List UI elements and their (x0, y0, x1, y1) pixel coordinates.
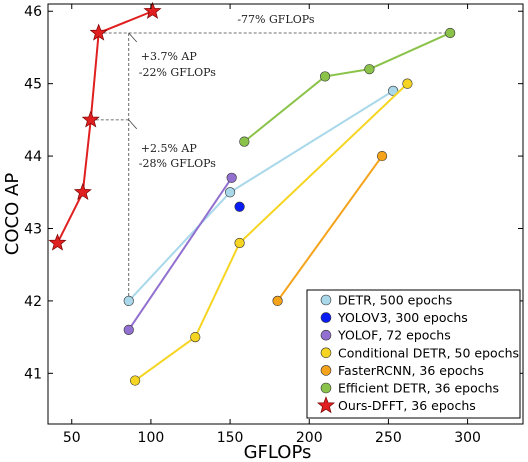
data-point (445, 27, 456, 39)
annotation-texts: -77% GFLOPs +3.7% AP -22% GFLOPs +2.5% AP -2… (139, 13, 315, 170)
data-point (89, 23, 108, 41)
annotation-label: +3.7% AP (141, 50, 198, 63)
x-tick-label: 250 (375, 430, 402, 446)
legend-box (306, 289, 521, 419)
legend-item-0: DETR, 500 epochs (320, 293, 452, 308)
series-1 (234, 201, 245, 212)
data-point (319, 71, 331, 82)
series-5 (239, 27, 456, 147)
legend-item-4: FasterRCNN, 36 epochs (320, 363, 484, 378)
y-tick-label: 42 (24, 294, 42, 310)
annotation-lines (90, 32, 451, 301)
y-tick-label: 43 (24, 221, 42, 237)
y-tick-label: 45 (24, 77, 42, 93)
y-tick-label: 41 (24, 366, 42, 382)
series-layer (48, 1, 456, 386)
data-point (226, 172, 237, 183)
series-3 (129, 78, 413, 386)
legend-label: DETR, 500 epochs (338, 293, 452, 308)
data-point (123, 324, 134, 335)
y-tick-label: 44 (24, 149, 42, 165)
bracket-tick-mid (128, 119, 138, 130)
data-point (73, 182, 92, 200)
annotation-label: -28% GFLOPs (139, 157, 217, 170)
annotation-label: -77% GFLOPs (237, 13, 315, 26)
data-point (272, 295, 283, 306)
legend-item-3: Conditional DETR, 50 epochs (320, 345, 519, 360)
data-point (239, 136, 250, 147)
data-point (388, 85, 399, 96)
series-line-4 (276, 155, 383, 302)
legend-label: Efficient DETR, 36 epochs (338, 381, 499, 396)
annotation-label: -22% GFLOPs (139, 66, 217, 79)
legend-marker (320, 347, 332, 359)
data-point (224, 187, 236, 198)
legend-marker (320, 382, 332, 394)
series-2 (123, 172, 237, 335)
legend-item-2: YOLOF, 72 epochs (320, 328, 451, 343)
legend-item-5: Efficient DETR, 36 epochs (320, 381, 499, 396)
data-point (143, 1, 162, 19)
legend-marker (320, 365, 332, 376)
legend-label: YOLOF, 72 epochs (337, 328, 451, 343)
series-6 (48, 1, 162, 251)
legend-label: Conditional DETR, 50 epochs (338, 345, 519, 360)
series-line-5 (243, 32, 451, 143)
data-point (48, 233, 67, 251)
x-tick-label: 50 (63, 430, 81, 446)
data-point (129, 375, 141, 386)
data-point (81, 110, 100, 128)
series-4 (272, 150, 388, 306)
legend: DETR, 500 epochs YOLOV3, 300 epochs YOLOF,… (306, 289, 521, 419)
legend-marker (320, 294, 332, 306)
data-point (364, 64, 375, 75)
legend-label: Ours-DFFT, 36 epochs (338, 398, 476, 413)
axes-frame (47, 3, 524, 425)
legend-label: FasterRCNN, 36 epochs (338, 363, 484, 378)
data-point (234, 237, 245, 249)
legend-label: YOLOV3, 300 epochs (337, 310, 468, 325)
data-point (190, 332, 201, 343)
legend-marker (320, 329, 332, 341)
legend-marker (316, 396, 336, 414)
x-tick-label: 150 (217, 430, 244, 446)
legend-marker (320, 312, 332, 323)
data-point (123, 295, 134, 306)
series-line-2 (127, 177, 233, 331)
bracket-tick-top (128, 32, 138, 43)
data-point (402, 78, 413, 89)
axes: 50 100 150 200 250 300 41 42 43 44 45 46 GFLOPs COCO … (2, 3, 524, 462)
data-point (234, 201, 245, 212)
x-tick-label: 200 (296, 430, 323, 446)
data-point (376, 150, 388, 162)
x-tick-label: 300 (454, 430, 481, 446)
annotation-label: +2.5% AP (141, 142, 198, 155)
x-tick-label: 100 (138, 430, 165, 446)
y-tick-label: 46 (24, 4, 42, 20)
legend-item-1: YOLOV3, 300 epochs (320, 310, 468, 325)
y-axis-title: COCO AP (2, 173, 23, 256)
x-axis-title: GFLOPs (244, 442, 312, 462)
legend-item-6: Ours-DFFT, 36 epochs (316, 396, 476, 414)
series-0 (123, 85, 399, 306)
series-line-3 (134, 82, 409, 382)
